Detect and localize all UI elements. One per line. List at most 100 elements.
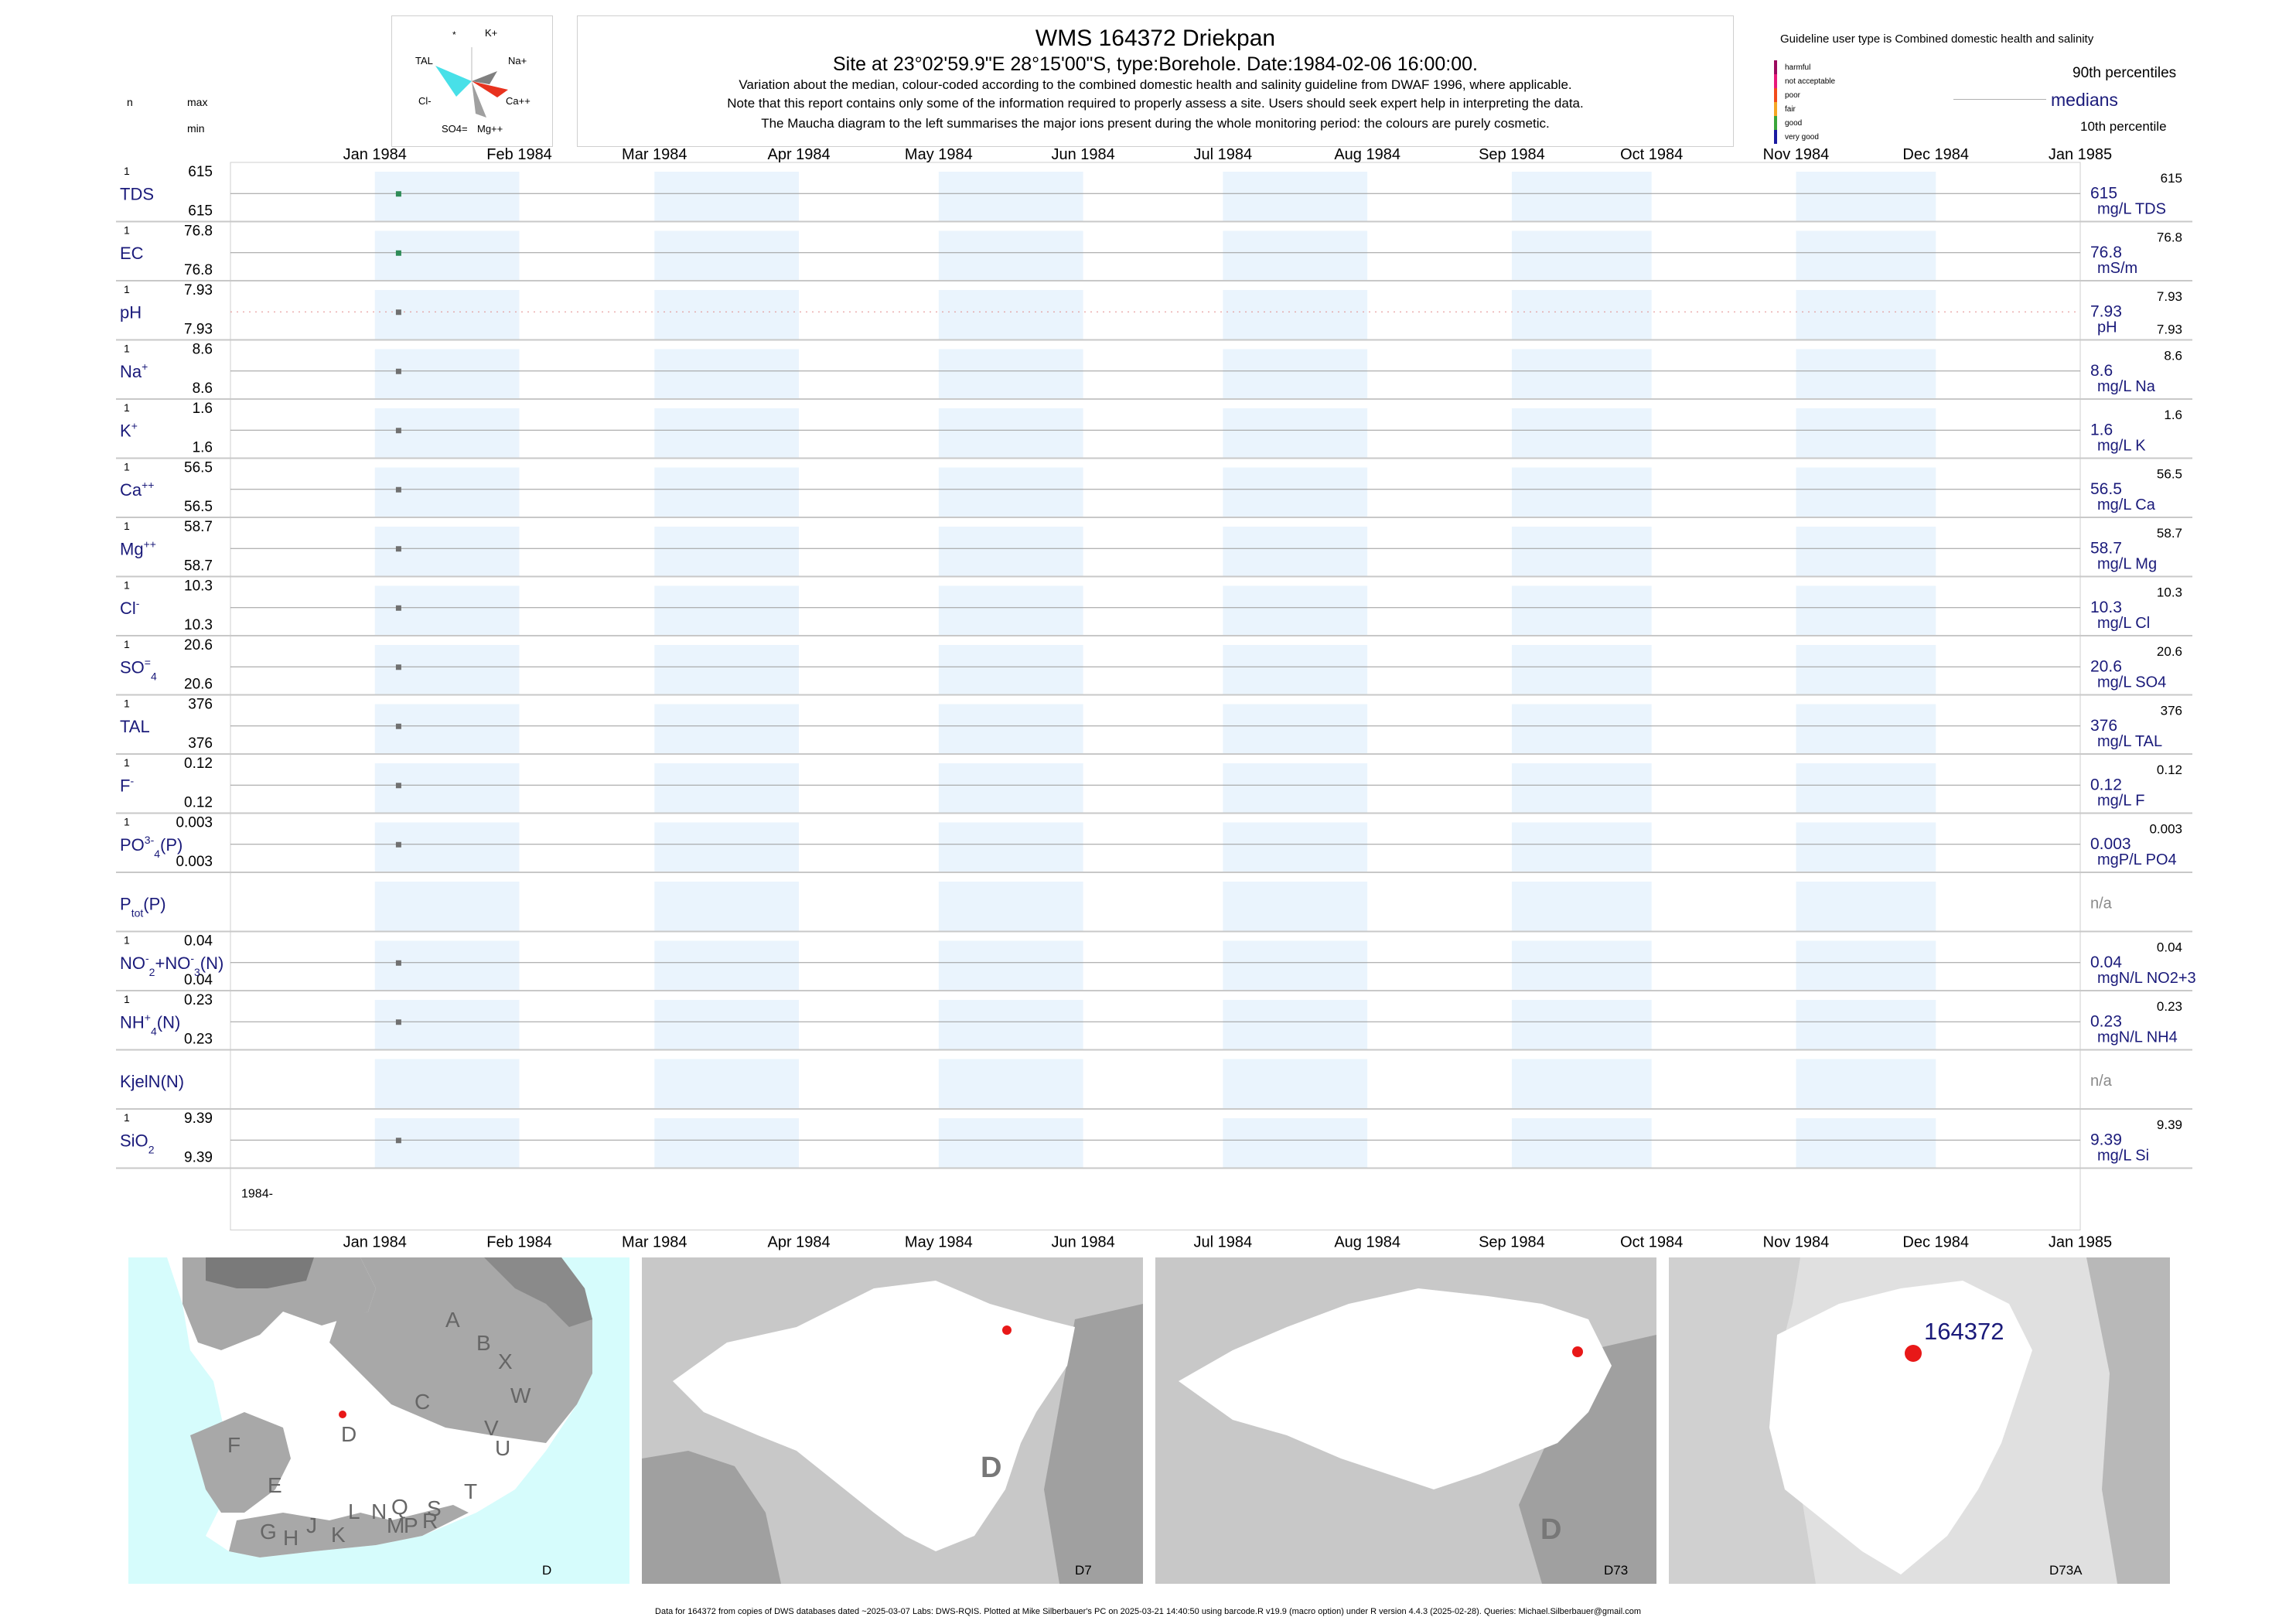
map-region-label-q: Q — [391, 1495, 408, 1519]
legend-label-4: good — [1785, 119, 1802, 128]
x-tick-bottom: Feb 1984 — [486, 1234, 552, 1251]
map-region-label-a: A — [445, 1308, 460, 1332]
month-band — [1511, 290, 1652, 340]
legend-p10: 10th percentile — [2080, 119, 2167, 134]
map-region-label-r: R — [422, 1509, 438, 1533]
map-1-corner-label: D — [542, 1563, 551, 1578]
month-band — [1511, 527, 1652, 577]
month-band — [1223, 940, 1368, 991]
x-tick-top: Sep 1984 — [1479, 146, 1545, 163]
month-band — [938, 822, 1083, 872]
month-band — [1796, 940, 1936, 991]
map-region-label-u: U — [495, 1436, 510, 1460]
map-region-label-k: K — [331, 1523, 346, 1547]
row-label: SiO2​ — [120, 1131, 155, 1155]
row-unit: pH — [2097, 319, 2117, 336]
month-band — [1511, 467, 1652, 517]
map-d73a: 164372 D73A — [1669, 1257, 2170, 1584]
month-band — [1223, 408, 1368, 459]
x-tick-top: Nov 1984 — [1763, 146, 1830, 163]
row-unit: mg/L K — [2097, 438, 2146, 455]
maucha-label-cl: Cl- — [418, 95, 432, 107]
map-region-label-f: F — [227, 1433, 241, 1457]
row-max: 76.8 — [184, 223, 213, 240]
data-point-cl — [395, 605, 401, 611]
map-region-label-n: N — [371, 1499, 387, 1523]
row-min: 10.3 — [184, 617, 213, 633]
row-p90: 376 — [2161, 704, 2182, 718]
month-band — [1223, 882, 1368, 932]
maucha-label-mg: Mg++ — [477, 123, 503, 135]
row-p90: 76.8 — [2157, 230, 2182, 245]
month-band — [374, 882, 520, 932]
footer-credits: Data for 164372 from copies of DWS datab… — [655, 1607, 1641, 1616]
month-band — [654, 230, 800, 281]
month-band — [1223, 1000, 1368, 1050]
month-band — [938, 645, 1083, 695]
row-label: F-​ — [120, 774, 134, 795]
month-band — [938, 467, 1083, 517]
data-point-no — [395, 960, 401, 966]
month-band — [1223, 349, 1368, 399]
month-band — [1796, 230, 1936, 281]
row-unit: mg/L Mg — [2097, 556, 2157, 573]
legend-label-1: not acceptable — [1785, 77, 1835, 86]
month-band — [1511, 408, 1652, 459]
map-d73: D D73 — [1155, 1257, 1656, 1584]
month-band — [654, 645, 800, 695]
row-n: 1 — [124, 224, 130, 237]
data-point-k — [395, 428, 401, 434]
row-max: 10.3 — [184, 578, 213, 595]
legend-label-2: poor — [1785, 91, 1801, 100]
row-n: 1 — [124, 579, 130, 592]
month-band — [938, 882, 1083, 932]
row-label: Mg++​ — [120, 537, 156, 558]
row-unit: mg/L Si — [2097, 1148, 2149, 1165]
month-band — [654, 882, 800, 932]
month-band — [654, 1059, 800, 1109]
data-point-tds — [395, 191, 401, 197]
month-band — [938, 349, 1083, 399]
maucha-label-star: * — [452, 29, 456, 40]
map-d7: D D7 — [642, 1257, 1143, 1584]
x-tick-bottom: Jun 1984 — [1051, 1234, 1114, 1251]
row-na: n/a — [2090, 1073, 2113, 1090]
maucha-na-sector — [472, 71, 497, 84]
month-band — [654, 172, 800, 222]
map-3-corner-label: D73 — [1604, 1563, 1628, 1578]
month-band — [1511, 172, 1652, 222]
month-band — [1223, 290, 1368, 340]
month-band — [1511, 230, 1652, 281]
row-max: 58.7 — [184, 519, 213, 535]
x-tick-bottom: Aug 1984 — [1334, 1234, 1400, 1251]
map-region-label-l: L — [348, 1499, 360, 1523]
month-band — [654, 704, 800, 754]
row-n: 1 — [124, 756, 130, 769]
row-max: 0.04 — [184, 933, 213, 950]
map-region-label-p: P — [404, 1513, 418, 1537]
row-p90: 8.6 — [2164, 349, 2182, 363]
legend-label-3: fair — [1785, 105, 1796, 114]
map-region-labels: ABX C W D VUT F EG HJ KL N QMP RS — [227, 1308, 531, 1550]
row-unit: mg/L Na — [2097, 378, 2156, 395]
month-band — [1511, 585, 1652, 636]
data-point-ec — [395, 250, 401, 256]
map-svg-1: ABX C W D VUT F EG HJ KL N QMP RS D — [128, 1257, 592, 1578]
month-band — [654, 585, 800, 636]
month-band — [1223, 763, 1368, 814]
row-min: 76.8 — [184, 262, 213, 278]
month-band — [938, 763, 1083, 814]
row-min: 0.003 — [176, 854, 213, 870]
col-header-min: min — [187, 122, 205, 135]
row-unit: mg/L F — [2097, 793, 2145, 810]
x-tick-top: May 1984 — [905, 146, 973, 163]
month-band — [1511, 349, 1652, 399]
month-band — [1223, 230, 1368, 281]
row-min: 0.04 — [184, 972, 213, 988]
row-min: 0.12 — [184, 795, 213, 811]
map-region-label-t: T — [464, 1479, 477, 1503]
month-band — [1796, 645, 1936, 695]
month-band — [1511, 645, 1652, 695]
x-tick-bottom: Nov 1984 — [1763, 1234, 1830, 1251]
month-band — [654, 408, 800, 459]
